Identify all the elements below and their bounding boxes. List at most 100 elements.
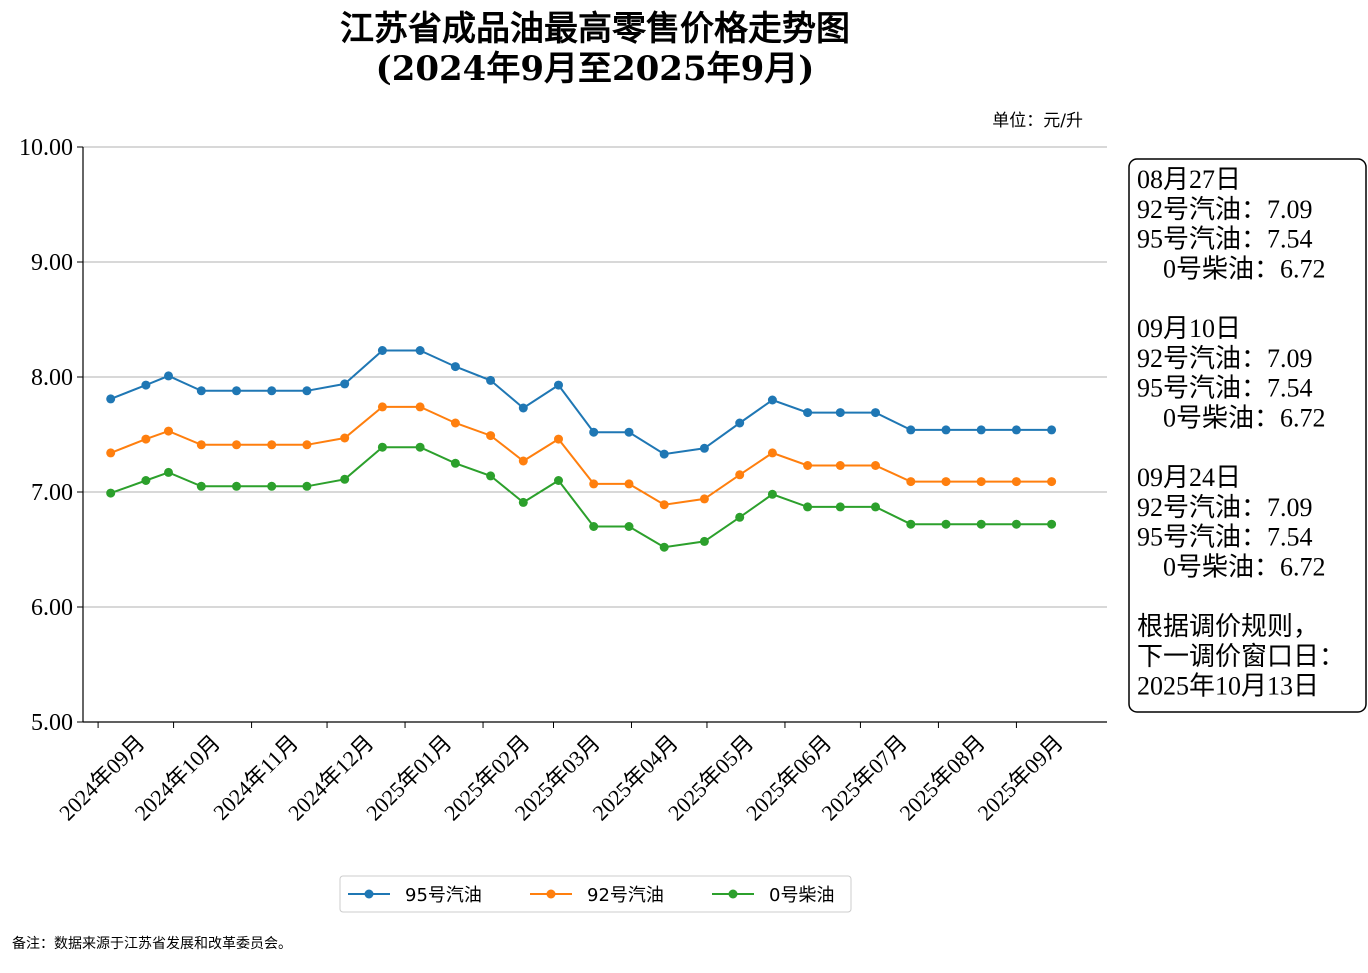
data-point xyxy=(699,443,709,453)
data-point xyxy=(906,477,916,487)
data-point xyxy=(196,440,206,450)
legend-frame xyxy=(339,875,852,913)
legend-label: 0号柴油 xyxy=(769,885,834,906)
data-point xyxy=(659,449,669,459)
data-point xyxy=(906,519,916,529)
data-point xyxy=(976,519,986,529)
y-tick-label: 6.00 xyxy=(31,595,73,621)
footnote: 备注：数据来源于江苏省发展和改革委员会。 xyxy=(12,935,292,952)
data-point xyxy=(659,542,669,552)
data-point xyxy=(232,481,241,491)
data-point xyxy=(415,346,425,355)
data-point xyxy=(196,481,206,491)
data-point xyxy=(106,488,116,498)
data-point xyxy=(141,434,151,444)
info-box-line: 0号柴油：6.72 xyxy=(1137,254,1326,283)
data-point xyxy=(232,386,241,396)
data-point xyxy=(232,440,241,450)
info-box-frame xyxy=(1128,158,1367,713)
data-point xyxy=(976,477,986,487)
legend: 95号汽油 92号汽油 0号柴油 xyxy=(339,875,852,913)
data-point xyxy=(1047,477,1057,487)
info-box-line: 08月27日 xyxy=(1137,165,1241,194)
data-point xyxy=(803,502,813,512)
data-point xyxy=(141,476,151,485)
data-point xyxy=(699,494,709,504)
y-tick-label: 5.00 xyxy=(31,710,73,736)
data-point xyxy=(1011,477,1021,487)
data-point xyxy=(735,512,745,522)
data-point xyxy=(415,402,425,412)
data-point xyxy=(554,476,563,485)
data-point xyxy=(486,375,496,385)
data-point xyxy=(941,425,951,435)
info-box-line: 95号汽油：7.54 xyxy=(1137,523,1313,552)
data-point xyxy=(1047,519,1057,529)
y-tick-label: 7.00 xyxy=(31,480,73,506)
data-point xyxy=(377,346,387,355)
data-point xyxy=(554,380,563,390)
y-axis-ticks: 5.00 6.00 7.00 8.00 9.00 10.00 xyxy=(19,135,83,736)
data-point xyxy=(735,418,745,428)
data-point xyxy=(803,461,813,470)
data-point xyxy=(803,408,813,418)
data-point xyxy=(589,427,599,437)
legend-swatch-marker xyxy=(546,889,556,899)
data-point xyxy=(659,500,669,510)
data-point xyxy=(589,479,599,489)
legend-items: 95号汽油 92号汽油 0号柴油 xyxy=(348,885,834,906)
data-point xyxy=(518,456,528,466)
legend-label: 95号汽油 xyxy=(405,885,482,906)
chart-subtitle: (2024年9月至2025年9月) xyxy=(376,49,815,89)
data-point xyxy=(624,427,634,437)
data-point xyxy=(835,502,845,512)
data-point xyxy=(450,362,460,372)
data-point xyxy=(302,481,312,491)
series-line-1 xyxy=(110,405,1052,506)
data-point xyxy=(267,386,277,396)
data-point xyxy=(699,536,709,546)
data-point xyxy=(415,442,425,452)
legend-swatch-marker xyxy=(728,889,738,899)
chart-title: 江苏省成品油最高零售价格走势图 xyxy=(340,9,850,49)
data-point xyxy=(486,471,496,481)
data-point xyxy=(1011,519,1021,529)
y-tick-label: 9.00 xyxy=(31,250,73,276)
data-point xyxy=(518,403,528,413)
info-box-line: 09月24日 xyxy=(1137,463,1241,492)
data-point xyxy=(450,418,460,428)
data-point xyxy=(267,440,277,450)
data-point xyxy=(450,458,460,468)
legend-label: 92号汽油 xyxy=(587,885,664,906)
x-tick-label: 2025年09月 xyxy=(972,730,1067,825)
data-point xyxy=(589,522,599,531)
data-point xyxy=(554,434,563,444)
data-point xyxy=(767,395,777,405)
data-point xyxy=(377,402,387,412)
info-box-line: 0号柴油：6.72 xyxy=(1137,403,1326,432)
data-point xyxy=(340,379,350,389)
data-point xyxy=(106,394,116,404)
data-point xyxy=(906,425,916,435)
info-box-line: 下一调价窗口日： xyxy=(1137,642,1345,671)
data-point xyxy=(164,371,173,381)
data-point xyxy=(302,386,312,396)
data-point xyxy=(941,519,951,529)
info-box-line: 95号汽油：7.54 xyxy=(1137,225,1313,254)
data-point xyxy=(941,477,951,487)
data-point xyxy=(164,467,173,477)
grid-lines xyxy=(83,146,1107,608)
data-point xyxy=(835,461,845,470)
data-point xyxy=(340,474,350,484)
data-point xyxy=(767,489,777,499)
info-box-line: 2025年10月13日 xyxy=(1137,672,1319,701)
data-point xyxy=(835,408,845,418)
info-box-line: 92号汽油：7.09 xyxy=(1137,493,1313,522)
data-point xyxy=(518,497,528,507)
data-point xyxy=(106,448,116,458)
data-point xyxy=(377,442,387,452)
data-point xyxy=(164,426,173,436)
